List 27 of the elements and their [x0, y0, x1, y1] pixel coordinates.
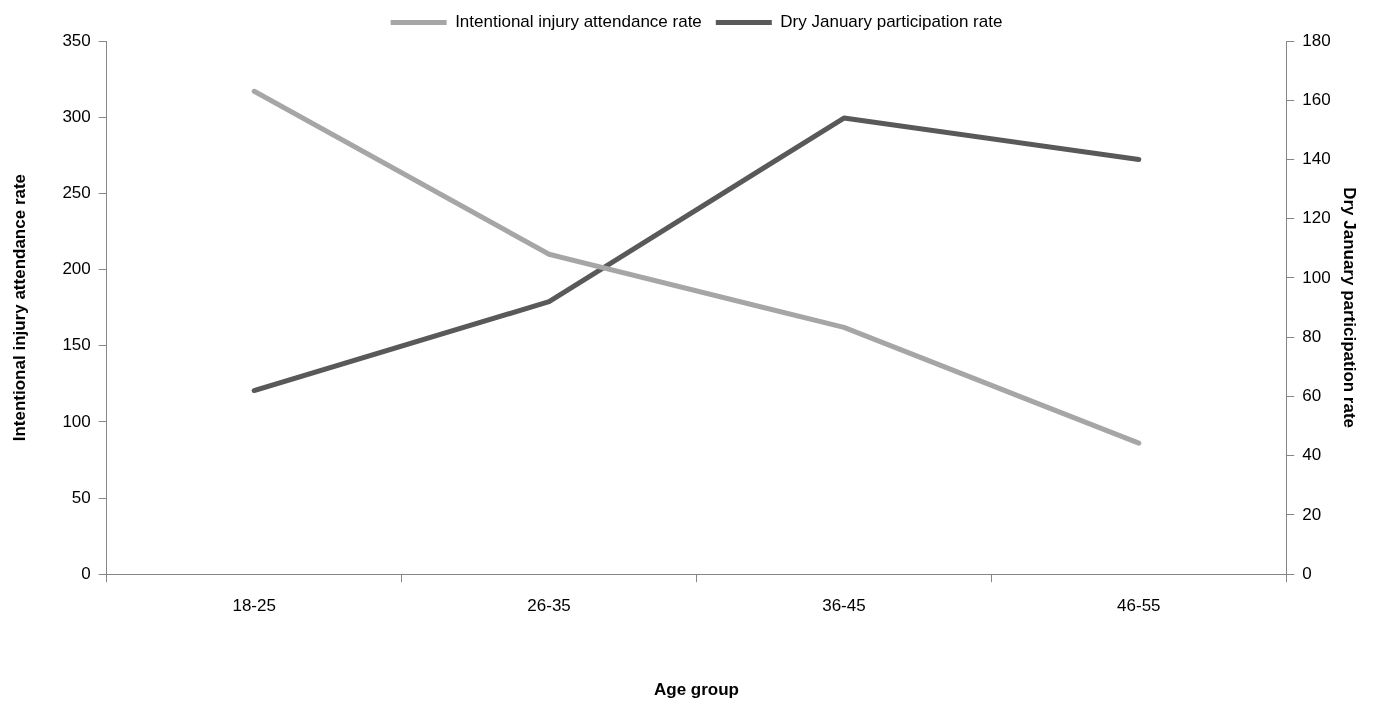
legend-label: Intentional injury attendance rate	[455, 12, 702, 32]
x-axis-title: Age group	[654, 680, 739, 700]
y2-tick-label: 160	[1302, 89, 1331, 109]
y2-tick-label: 0	[1302, 563, 1312, 583]
y-tick-label: 100	[62, 411, 91, 431]
y2-tick-label: 60	[1302, 386, 1322, 406]
y-tick-label: 150	[62, 335, 91, 355]
y2-tick-label: 20	[1302, 504, 1322, 524]
y2-tick-label: 140	[1302, 149, 1331, 169]
legend-label: Dry January participation rate	[780, 12, 1003, 32]
y-tick-label: 0	[81, 563, 91, 583]
x-tick-label: 36-45	[822, 596, 866, 616]
y2-tick-label: 180	[1302, 30, 1331, 50]
y-tick-label: 50	[71, 487, 91, 507]
y-tick-label: 200	[62, 259, 91, 279]
y-axis-title: Intentional injury attendance rate	[9, 173, 29, 442]
y2-axis-title: Dry January participation rate	[1340, 187, 1360, 429]
y2-tick-label: 100	[1302, 267, 1331, 287]
x-tick-label: 46-55	[1117, 596, 1161, 616]
y2-tick-label: 80	[1302, 326, 1322, 346]
y-tick-label: 300	[62, 106, 91, 126]
y-tick-label: 350	[62, 30, 91, 50]
y-tick-label: 250	[62, 183, 91, 203]
x-tick-label: 26-35	[527, 596, 571, 616]
x-tick-label: 18-25	[232, 596, 276, 616]
y2-tick-label: 40	[1302, 445, 1322, 465]
y2-tick-label: 120	[1302, 208, 1331, 228]
